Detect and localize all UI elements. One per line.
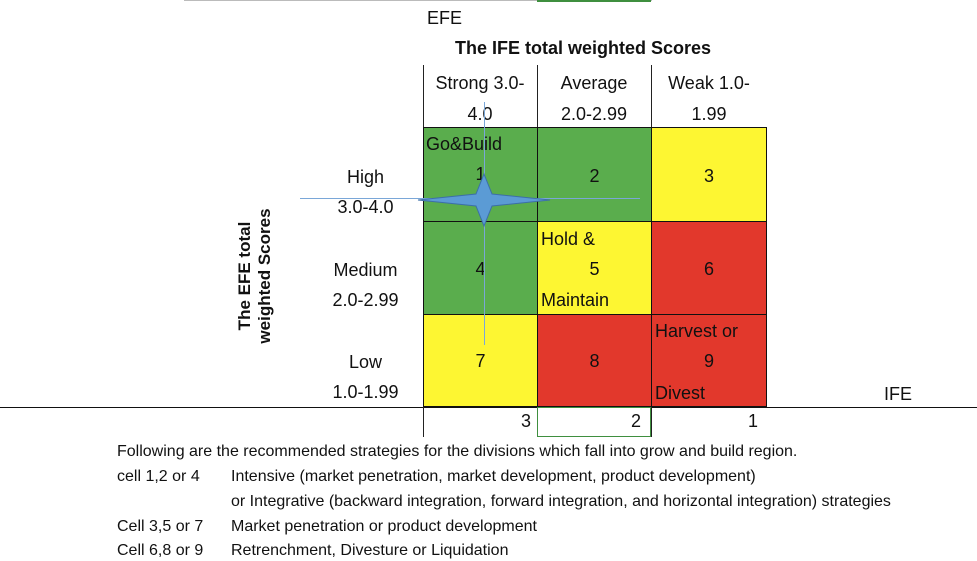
- column-divider-2: [537, 65, 538, 127]
- row-label-medium: Medium 2.0-2.99: [318, 260, 413, 310]
- grow-build-label: Go&Build: [426, 134, 503, 154]
- column-header-title: The IFE total weighted Scores: [455, 38, 712, 58]
- cell-number-6: 6: [703, 259, 714, 279]
- row-label-high: High 3.0-4.0: [318, 167, 413, 217]
- column-header-strong-line1: Strong 3.0-: [435, 73, 525, 93]
- cell-8: [537, 314, 652, 407]
- hold-label-line2: Maintain: [541, 290, 610, 310]
- column-header-weak-line1: Weak 1.0-: [668, 73, 750, 93]
- cell-3: [651, 127, 767, 222]
- column-divider-3: [651, 65, 652, 127]
- column-header-weak-line2: 1.99: [691, 104, 727, 124]
- cell-number-3: 3: [703, 166, 714, 186]
- ife-selected-cell: [537, 407, 651, 437]
- column-header-average-line1: Average: [560, 73, 628, 93]
- note-text-3: Market penetration or product developmen…: [231, 518, 537, 535]
- cell-number-9: 9: [703, 351, 714, 371]
- note-cells-1: cell 1,2 or 4: [117, 468, 200, 485]
- cell-9: [651, 314, 767, 407]
- cell-2: [537, 127, 652, 222]
- column-divider-1: [423, 65, 424, 127]
- note-cells-3: Cell 3,5 or 7: [117, 518, 204, 535]
- row-axis-title: The EFE total weighted Scores: [235, 208, 274, 344]
- hold-label-line1: Hold &: [541, 229, 596, 249]
- row-label-high-line1: High: [346, 167, 385, 187]
- note-cells-4: Cell 6,8 or 9: [117, 542, 204, 559]
- harvest-label-line1: Harvest or: [655, 321, 739, 341]
- row-label-medium-line1: Medium: [333, 260, 398, 280]
- top-green-segment: [537, 0, 651, 2]
- ife-scale-2: 2: [630, 411, 641, 431]
- row-label-low-line2: 1.0-1.99: [332, 382, 399, 402]
- harvest-label-line2: Divest: [655, 383, 706, 403]
- row-label-medium-line2: 2.0-2.99: [332, 290, 399, 310]
- ife-axis-label: IFE: [884, 384, 913, 404]
- cell-number-5: 5: [589, 259, 600, 279]
- cell-7: [423, 314, 538, 407]
- position-star-icon: [417, 172, 551, 228]
- cell-number-4: 4: [475, 259, 486, 279]
- notes-intro: Following are the recommended strategies…: [117, 443, 798, 460]
- note-text-2: or Integrative (backward integration, fo…: [231, 493, 891, 510]
- column-header-strong: Strong 3.0- 4.0: [423, 73, 537, 124]
- note-text-1: Intensive (market penetration, market de…: [231, 468, 756, 485]
- ife-axis-line: [0, 407, 977, 408]
- column-header-average-line2: 2.0-2.99: [560, 104, 628, 124]
- row-label-low-line1: Low: [348, 352, 383, 372]
- cell-4: [423, 221, 538, 315]
- ife-tick-2: [651, 407, 652, 437]
- ife-scale-1: 1: [748, 411, 759, 431]
- ife-tick-1: [423, 407, 424, 437]
- column-header-weak: Weak 1.0- 1.99: [651, 73, 767, 124]
- top-axis-label: EFE: [427, 8, 463, 28]
- cell-number-2: 2: [589, 166, 600, 186]
- cell-number-1: 1: [475, 164, 486, 184]
- note-text-4: Retrenchment, Divesture or Liquidation: [231, 542, 509, 559]
- cell-number-7: 7: [475, 351, 486, 371]
- column-header-average: Average 2.0-2.99: [537, 73, 651, 124]
- column-header-strong-line2: 4.0: [467, 104, 493, 124]
- cell-6: [651, 221, 767, 315]
- top-border-line: [184, 0, 652, 1]
- row-label-low: Low 1.0-1.99: [318, 352, 413, 402]
- row-label-high-line2: 3.0-4.0: [337, 197, 394, 217]
- ife-scale-3: 3: [520, 411, 531, 431]
- cell-number-8: 8: [589, 351, 600, 371]
